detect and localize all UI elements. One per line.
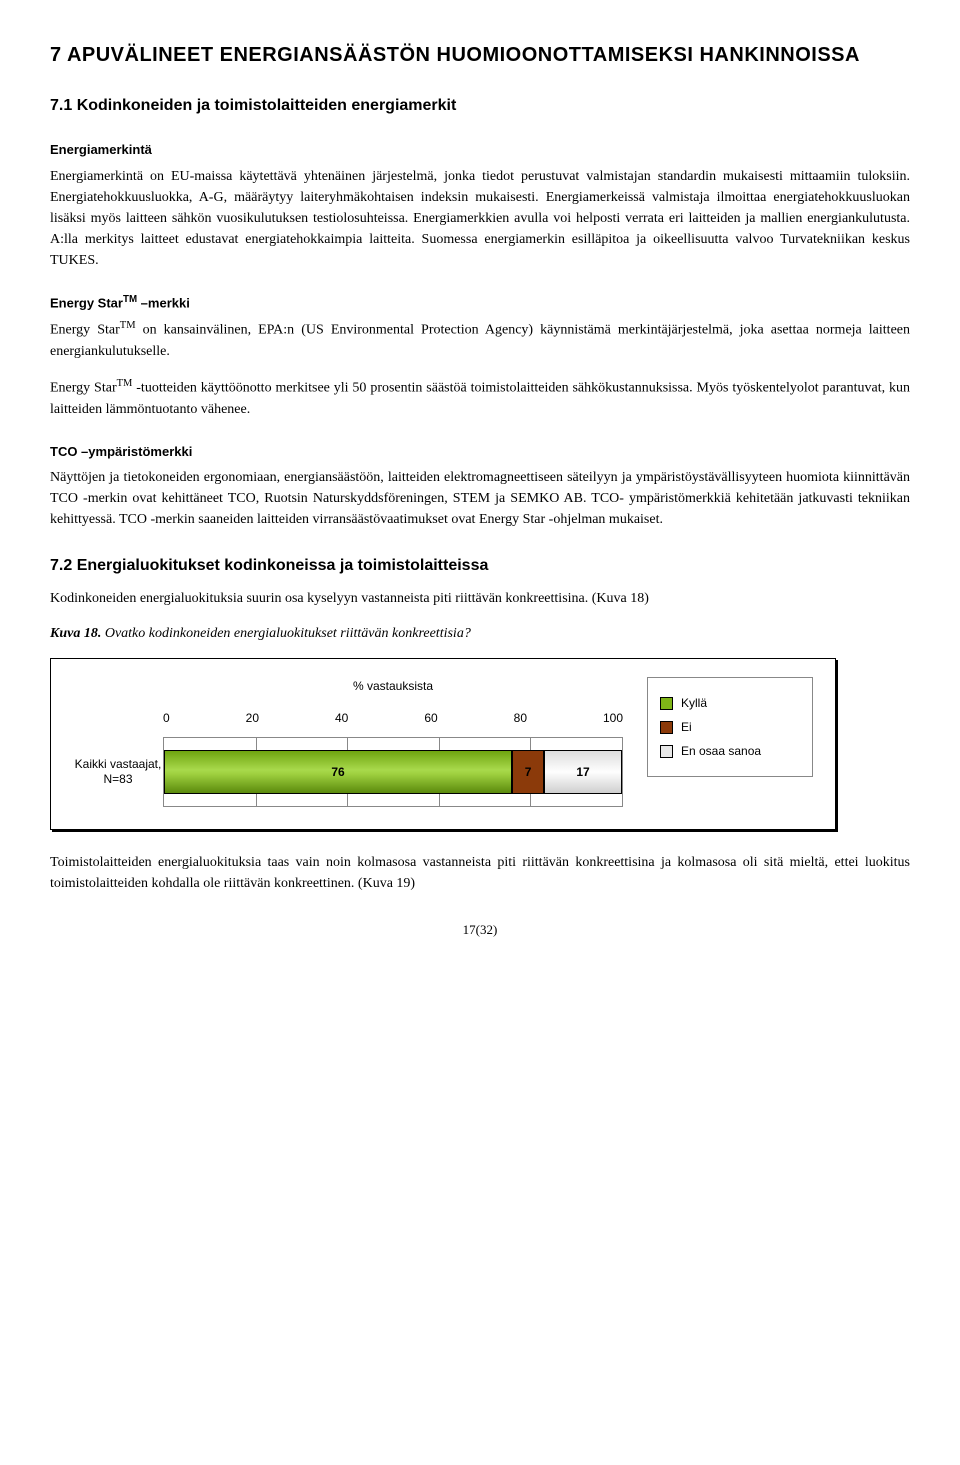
tick: 60 bbox=[424, 709, 437, 727]
tick: 0 bbox=[163, 709, 170, 727]
legend-label: Ei bbox=[681, 718, 692, 736]
tco-body: Näyttöjen ja tietokoneiden ergonomiaan, … bbox=[50, 467, 910, 530]
tick: 20 bbox=[246, 709, 259, 727]
energystar-p2: Energy StarTM -tuotteiden käyttöönotto m… bbox=[50, 376, 910, 420]
stacked-bar: 76 7 17 bbox=[164, 750, 622, 794]
bar-segment-dontknow: 17 bbox=[544, 750, 622, 794]
energystar-title: Energy StarTM –merkki bbox=[50, 293, 910, 313]
bar-value: 7 bbox=[525, 763, 532, 781]
energiamerkinta-body: Energiamerkintä on EU-maissa käytettävä … bbox=[50, 166, 910, 271]
tick: 80 bbox=[514, 709, 527, 727]
chart-container: % vastauksista 0 20 40 60 80 100 Kaikki … bbox=[50, 658, 836, 830]
subsection-72-heading: 7.2 Energialuokitukset kodinkoneissa ja … bbox=[50, 554, 910, 578]
figure-label: Kuva 18. bbox=[50, 626, 101, 641]
legend-label: Kyllä bbox=[681, 694, 707, 712]
energiamerkinta-title: Energiamerkintä bbox=[50, 140, 910, 160]
bar-segment-no: 7 bbox=[512, 750, 544, 794]
energystar-p1: Energy StarTM on kansainvälinen, EPA:n (… bbox=[50, 318, 910, 362]
legend-swatch bbox=[660, 721, 673, 734]
page-number: 17(32) bbox=[50, 920, 910, 940]
legend-swatch bbox=[660, 697, 673, 710]
figure-caption-text: Ovatko kodinkoneiden energialuokitukset … bbox=[101, 626, 470, 641]
bar-value: 17 bbox=[576, 763, 589, 781]
bar-segment-yes: 76 bbox=[164, 750, 512, 794]
legend-item: Ei bbox=[660, 718, 800, 736]
chart-axis-title: % vastauksista bbox=[73, 677, 623, 695]
bar-plot-area: 76 7 17 bbox=[163, 737, 623, 807]
subsection-71-heading: 7.1 Kodinkoneiden ja toimistolaitteiden … bbox=[50, 94, 910, 118]
sub72-intro: Kodinkoneiden energialuokituksia suurin … bbox=[50, 588, 910, 609]
chart-legend: Kyllä Ei En osaa sanoa bbox=[647, 677, 813, 777]
legend-swatch bbox=[660, 745, 673, 758]
section-heading: 7 APUVÄLINEET ENERGIANSÄÄSTÖN HUOMIOONOT… bbox=[50, 40, 910, 70]
bar-value: 76 bbox=[331, 763, 344, 781]
legend-item: En osaa sanoa bbox=[660, 742, 800, 760]
bar-category-label: Kaikki vastaajat, N=83 bbox=[73, 757, 163, 788]
figure-caption: Kuva 18. Ovatko kodinkoneiden energialuo… bbox=[50, 623, 910, 644]
sub72-after: Toimistolaitteiden energialuokituksia ta… bbox=[50, 852, 910, 894]
legend-item: Kyllä bbox=[660, 694, 800, 712]
tco-title: TCO –ympäristömerkki bbox=[50, 442, 910, 462]
tick: 40 bbox=[335, 709, 348, 727]
chart-axis-ticks: 0 20 40 60 80 100 bbox=[73, 709, 623, 727]
tick: 100 bbox=[603, 709, 623, 727]
legend-label: En osaa sanoa bbox=[681, 742, 761, 760]
